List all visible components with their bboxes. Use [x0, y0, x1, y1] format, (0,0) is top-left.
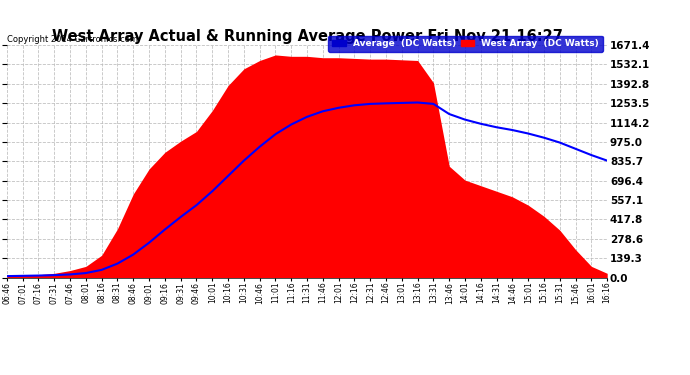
Legend: Average  (DC Watts), West Array  (DC Watts): Average (DC Watts), West Array (DC Watts… — [328, 36, 602, 52]
Text: Copyright 2014 Cartronics.com: Copyright 2014 Cartronics.com — [7, 34, 138, 44]
Title: West Array Actual & Running Average Power Fri Nov 21 16:27: West Array Actual & Running Average Powe… — [52, 29, 562, 44]
